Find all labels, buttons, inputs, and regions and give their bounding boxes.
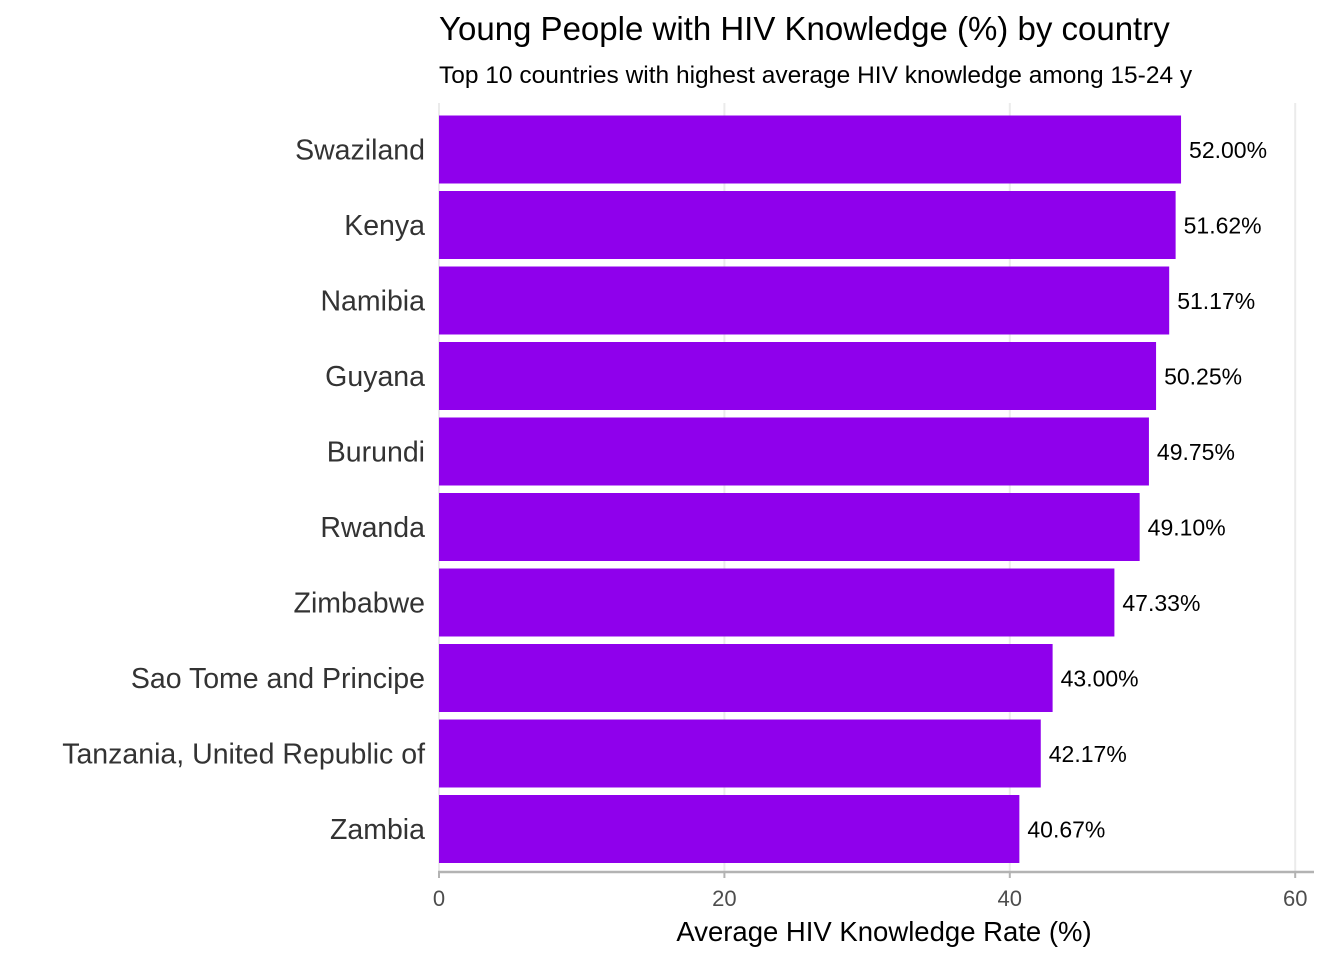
bar-4 [439, 342, 1157, 410]
data-label-5: 49.75% [1157, 439, 1235, 465]
x-axis: 0 20 40 60 [433, 870, 1314, 911]
category-label-8: Sao Tome and Principe [131, 663, 425, 695]
category-label-3: Namibia [320, 286, 425, 318]
category-label-7: Zimbabwe [294, 588, 425, 620]
bar-1 [439, 115, 1182, 184]
chart-subtitle: Top 10 countries with highest average HI… [439, 62, 1193, 89]
category-label-4: Guyana [325, 361, 425, 393]
bar-7 [439, 568, 1115, 637]
x-tick-label-40: 40 [998, 886, 1022, 911]
category-label-1: Swaziland [295, 135, 425, 167]
chart-title: Young People with HIV Knowledge (%) by c… [439, 10, 1170, 47]
bar-5 [439, 417, 1149, 486]
category-label-6: Rwanda [320, 512, 425, 544]
bars [439, 115, 1182, 863]
data-labels: 52.00% 51.62% 51.17% 50.25% 49.75% 49.10% 47.3… [1027, 137, 1267, 843]
data-label-7: 47.33% [1122, 590, 1200, 616]
category-label-10: Zambia [330, 814, 425, 846]
x-tick-label-0: 0 [433, 886, 445, 911]
category-label-2: Kenya [344, 210, 425, 242]
x-tick-label-20: 20 [712, 886, 736, 911]
data-label-9: 42.17% [1049, 741, 1127, 767]
category-labels: Swaziland Kenya Namibia Guyana Burundi Rwanda… [62, 135, 425, 847]
category-label-9: Tanzania, United Republic of [62, 739, 425, 771]
x-axis-title: Average HIV Knowledge Rate (%) [676, 916, 1091, 947]
data-label-8: 43.00% [1061, 666, 1139, 692]
data-label-1: 52.00% [1189, 137, 1267, 163]
bar-10 [439, 795, 1020, 863]
data-label-4: 50.25% [1164, 364, 1242, 390]
bar-8 [439, 644, 1053, 712]
bar-9 [439, 719, 1041, 788]
data-label-6: 49.10% [1148, 515, 1226, 541]
data-label-3: 51.17% [1177, 288, 1255, 314]
category-label-5: Burundi [327, 437, 425, 469]
bar-3 [439, 266, 1170, 335]
data-label-2: 51.62% [1184, 213, 1262, 239]
x-tick-label-60: 60 [1283, 886, 1307, 911]
bar-2 [439, 191, 1176, 259]
bar-6 [439, 493, 1140, 561]
data-label-10: 40.67% [1027, 817, 1105, 843]
